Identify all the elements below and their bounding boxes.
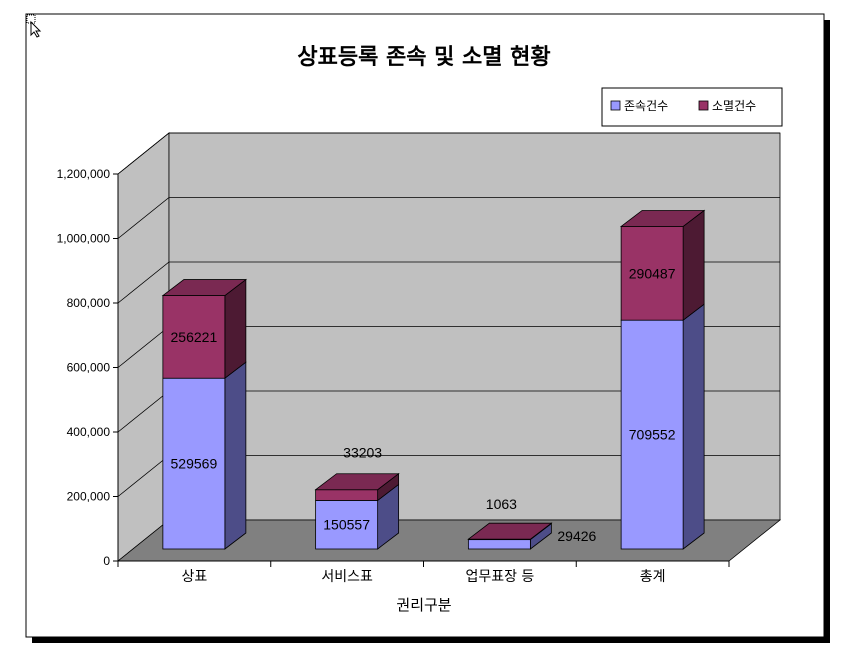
x-tick-label: 상표 (181, 569, 207, 585)
y-axis: 0 200,000 400,000 600,000 800,000 1,000,000 1,… (57, 167, 119, 568)
y-tick-label: 0 (103, 554, 110, 568)
bar-top[interactable] (314, 473, 400, 491)
chart-title: 상표등록 존속 및 소멸 현황 (297, 45, 550, 70)
bar-side-존속건수[interactable] (682, 303, 705, 550)
y-tick-label: 600,000 (67, 361, 111, 375)
mouse-cursor-icon (30, 20, 42, 38)
bar-존속건수-상표[interactable] (162, 377, 226, 550)
legend-box (601, 87, 783, 127)
x-tick-label: 서비스표 (321, 569, 373, 585)
legend-label-존속건수: 존속건수 (624, 99, 668, 113)
bar-side-소멸건수[interactable] (682, 209, 705, 321)
legend-swatch-소멸건수 (698, 100, 709, 111)
bar-side-존속건수[interactable] (224, 361, 247, 550)
data-label-소멸건수: 290487 (629, 265, 676, 281)
data-label-존속건수: 529569 (171, 456, 218, 472)
legend[interactable]: 존속건수 소멸건수 (601, 87, 783, 127)
data-label-소멸건수: 1063 (486, 496, 517, 512)
bar-소멸건수-총계[interactable] (620, 226, 684, 321)
gridline (117, 197, 780, 239)
x-axis: 상표 서비스표 업무표장 등 총계 (117, 560, 730, 585)
bar-top[interactable] (467, 522, 553, 540)
legend-label-소멸건수: 소멸건수 (712, 99, 756, 113)
bar-소멸건수-서비스표[interactable] (315, 489, 379, 501)
gridline (117, 261, 780, 304)
bar-존속건수-업무표장 등[interactable] (467, 539, 531, 550)
data-label-존속건수: 29426 (557, 528, 596, 544)
y-tick-label: 1,200,000 (57, 167, 111, 181)
y-tick-label: 1,000,000 (57, 232, 111, 246)
bar-side-소멸건수[interactable] (224, 278, 247, 380)
y-tick-label: 200,000 (67, 490, 111, 504)
bar-존속건수-총계[interactable] (620, 319, 684, 550)
y-tick-label: 400,000 (67, 425, 111, 439)
legend-swatch-존속건수 (610, 100, 621, 111)
x-tick-label: 총계 (640, 569, 666, 585)
bar-top[interactable] (161, 279, 248, 296)
bar-series (161, 209, 706, 550)
bar-소멸건수-상표[interactable] (162, 295, 226, 379)
x-tick-label: 업무표장 등 (465, 569, 534, 585)
data-label-소멸건수: 33203 (343, 445, 382, 461)
bar-존속건수-서비스표[interactable] (315, 500, 379, 550)
bar-top[interactable] (619, 210, 706, 227)
x-axis-title: 권리구분 (396, 596, 451, 614)
data-label-존속건수: 709552 (629, 427, 676, 443)
gridline (117, 132, 780, 175)
data-labels: 529569 256221 150557 33203 29426 1063 709552 29… (171, 265, 676, 544)
y-tick-label: 800,000 (67, 296, 111, 310)
data-label-소멸건수: 256221 (171, 329, 218, 345)
data-label-존속건수: 150557 (323, 517, 370, 533)
